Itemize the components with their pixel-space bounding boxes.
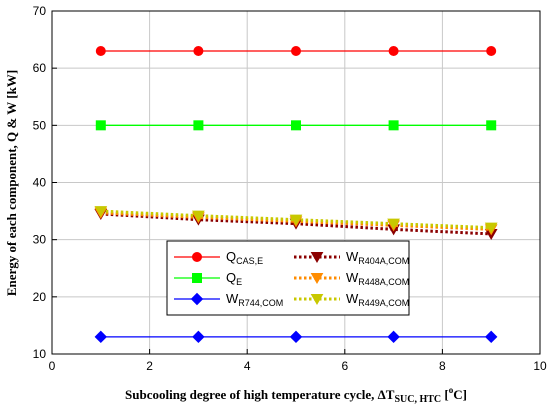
series-3: [94, 330, 498, 344]
x-tick-label: 6: [341, 359, 348, 373]
data-point: [94, 330, 108, 344]
x-axis-label-unit-sup: o: [449, 385, 454, 395]
legend-marker: [190, 292, 204, 306]
legend-label: QCAS,E: [226, 249, 263, 266]
data-point: [388, 46, 399, 57]
x-axis-label-sub: SUC, HTC: [394, 394, 441, 405]
data-point: [193, 46, 204, 57]
data-point: [289, 214, 303, 226]
y-tick-label: 60: [33, 61, 47, 75]
legend-marker: [310, 273, 324, 284]
legend-label: WR744,COM: [226, 291, 283, 308]
data-point: [387, 218, 400, 230]
y-tick-label: 70: [33, 4, 47, 18]
legend-marker: [192, 252, 202, 262]
x-tick-label: 8: [439, 359, 446, 373]
data-point: [387, 330, 400, 344]
y-tick-label: 40: [33, 176, 47, 190]
legend-label: WR404A,COM: [346, 249, 409, 266]
legend-marker: [310, 252, 324, 263]
legend-label: WR448A,COM: [346, 270, 409, 287]
legend-marker: [192, 273, 202, 283]
x-tick-label: 10: [533, 359, 547, 373]
legend: QCAS,E QE WR744,COM WR404A,COM WR448A,COM WR4…: [166, 240, 410, 316]
y-tick-label: 20: [33, 290, 47, 304]
data-point: [484, 330, 498, 344]
series-6: [94, 206, 498, 234]
data-point: [289, 330, 303, 344]
x-tick-label: 4: [244, 359, 251, 373]
x-axis-label: Subcooling degree of high temperature cy…: [125, 385, 467, 405]
data-point: [486, 46, 497, 57]
y-tick-label: 50: [33, 118, 47, 132]
data-point: [193, 120, 204, 131]
x-axis-label-unit-close: C]: [453, 387, 467, 402]
data-point: [388, 120, 399, 131]
data-point: [95, 120, 106, 131]
series-1: [95, 46, 497, 57]
y-axis-label: Energy of each component, Q & W [kW]: [4, 70, 19, 296]
legend-label: QE: [226, 270, 242, 287]
data-point: [94, 206, 108, 218]
x-tick-label: 2: [146, 359, 153, 373]
data-point: [291, 46, 301, 57]
y-tick-label: 30: [33, 233, 47, 247]
data-point: [484, 222, 498, 234]
x-axis-label-main: Subcooling degree of high temperature cy…: [125, 387, 395, 402]
x-axis-label-unit-open: [: [441, 387, 449, 402]
y-tick-label: 10: [33, 347, 47, 361]
data-point: [486, 120, 497, 131]
data-point: [291, 120, 301, 131]
series-group: [94, 46, 498, 344]
x-tick-label: 0: [49, 359, 56, 373]
data-point: [95, 46, 106, 57]
data-point: [192, 210, 205, 222]
series-2: [95, 120, 497, 131]
data-point: [192, 330, 205, 344]
legend-marker: [310, 294, 324, 305]
axis-ticks: 0 2 4 6 8 10 10 20 30 40 50 60 70: [33, 4, 547, 373]
legend-label: WR449A,COM: [346, 291, 409, 308]
